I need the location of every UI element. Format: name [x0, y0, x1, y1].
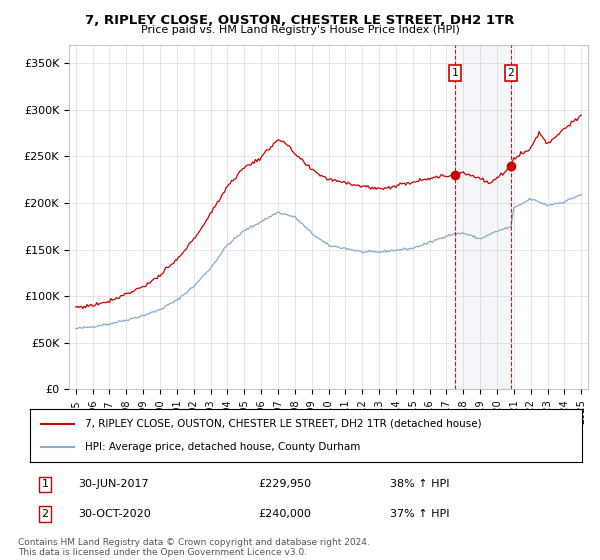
Text: 7, RIPLEY CLOSE, OUSTON, CHESTER LE STREET, DH2 1TR (detached house): 7, RIPLEY CLOSE, OUSTON, CHESTER LE STRE…: [85, 419, 482, 429]
Text: 2: 2: [508, 68, 514, 78]
Text: 7, RIPLEY CLOSE, OUSTON, CHESTER LE STREET, DH2 1TR: 7, RIPLEY CLOSE, OUSTON, CHESTER LE STRE…: [85, 14, 515, 27]
Text: 30-OCT-2020: 30-OCT-2020: [78, 509, 151, 519]
Text: Price paid vs. HM Land Registry's House Price Index (HPI): Price paid vs. HM Land Registry's House …: [140, 25, 460, 35]
Text: £240,000: £240,000: [258, 509, 311, 519]
Text: 37% ↑ HPI: 37% ↑ HPI: [390, 509, 449, 519]
Text: 1: 1: [452, 68, 458, 78]
Text: 1: 1: [41, 479, 49, 489]
Text: 38% ↑ HPI: 38% ↑ HPI: [390, 479, 449, 489]
Bar: [455, 45, 511, 389]
Text: £229,950: £229,950: [258, 479, 311, 489]
Text: 30-JUN-2017: 30-JUN-2017: [78, 479, 149, 489]
Text: 2: 2: [41, 509, 49, 519]
Text: Contains HM Land Registry data © Crown copyright and database right 2024.
This d: Contains HM Land Registry data © Crown c…: [18, 538, 370, 557]
Text: HPI: Average price, detached house, County Durham: HPI: Average price, detached house, Coun…: [85, 442, 361, 452]
